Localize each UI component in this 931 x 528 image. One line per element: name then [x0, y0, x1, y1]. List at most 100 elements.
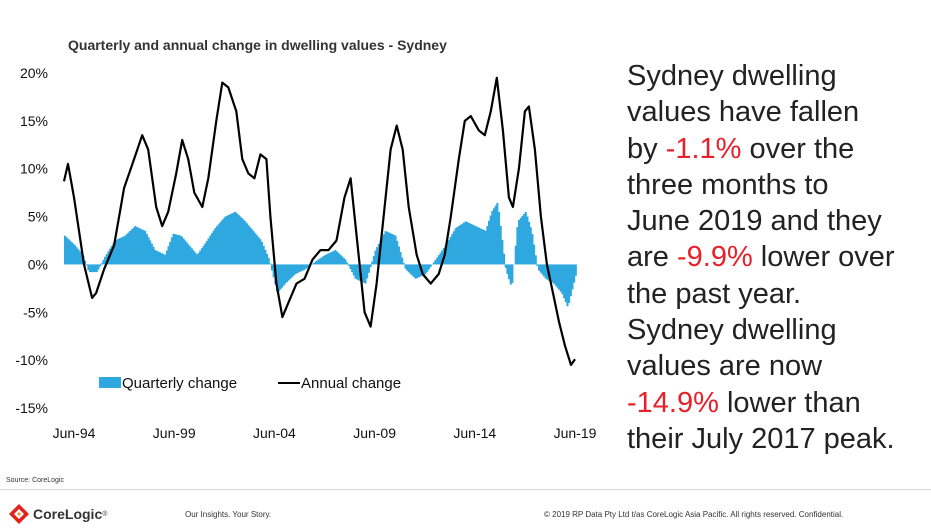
quarterly-bar [307, 264, 310, 267]
quarterly-bar [100, 263, 103, 265]
quarterly-bar [504, 264, 507, 268]
quarterly-bar [170, 237, 173, 265]
quarterly-bar [297, 264, 300, 273]
quarterly-bar [536, 264, 539, 266]
tagline: Our Insights. Your Story. [185, 510, 272, 519]
y-tick-label: 0% [28, 256, 48, 272]
quarterly-bar [462, 222, 466, 265]
quarterly-bar [210, 233, 213, 265]
quarterly-bar [533, 244, 536, 265]
quarterly-bar [150, 243, 153, 265]
commentary-text: Sydney dwelling values have fallen by -1… [627, 58, 927, 457]
quarterly-bar [321, 257, 324, 265]
quarterly-bar [391, 234, 394, 265]
quarterly-bar [240, 218, 244, 265]
quarterly-bar [566, 264, 569, 307]
quarterly-bar [192, 250, 195, 265]
quarterly-bar [194, 252, 197, 265]
commentary-line: three months to [627, 168, 829, 201]
commentary-line: -14.9% lower than [627, 385, 927, 421]
quarterly-bar [90, 264, 93, 273]
quarterly-bar [487, 220, 491, 265]
quarterly-bar [167, 246, 170, 265]
quarterly-bar [175, 234, 178, 265]
quarterly-bar [401, 257, 404, 265]
quarterly-bar [394, 235, 397, 265]
quarterly-bar [474, 226, 477, 265]
quarterly-bar [563, 264, 566, 299]
quarterly-bar [571, 264, 574, 290]
quarterly-bar [279, 264, 282, 290]
quarterly-bar [292, 264, 295, 276]
quarterly-bar [224, 216, 227, 265]
quarterly-bar [329, 252, 332, 265]
quarterly-bar [496, 203, 499, 265]
quarterly-bar [482, 230, 486, 265]
quarterly-bar [412, 264, 415, 278]
quarterly-bar [286, 264, 289, 283]
quarterly-bar [528, 221, 531, 265]
quarterly-bar [526, 216, 529, 265]
quarterly-bar [319, 258, 322, 265]
quarterly-bar [184, 240, 187, 265]
quarterly-bar [296, 264, 299, 274]
quarterly-bar [494, 205, 497, 265]
quarterly-bar [230, 213, 233, 265]
quarterly-bar [299, 264, 302, 272]
quarterly-bar [471, 224, 474, 265]
quarterly-bar [77, 249, 80, 265]
legend-label-quarterly: Quarterly change [122, 375, 237, 392]
quarterly-bar [459, 224, 462, 265]
quarterly-bar [384, 231, 387, 265]
quarterly-bar [486, 226, 489, 265]
quarterly-bar [212, 230, 215, 265]
quarterly-bar [120, 237, 123, 265]
quarterly-bar [262, 245, 265, 265]
quarterly-bar [227, 215, 230, 265]
quarterly-bar [411, 264, 414, 276]
quarterly-bar [245, 223, 249, 265]
quarterly-bar [519, 217, 522, 265]
quarterly-bar [322, 256, 325, 265]
quarterly-bar [477, 227, 481, 265]
quarterly-bar [134, 226, 137, 265]
quarterly-bar [199, 250, 202, 265]
quarterly-bar [367, 264, 370, 273]
quarterly-bar [493, 208, 496, 265]
quarterly-bar [220, 220, 223, 265]
quarterly-bar [404, 264, 407, 269]
quarterly-bar [387, 232, 390, 265]
y-tick-label: 5% [28, 209, 48, 225]
quarterly-bar [185, 242, 188, 265]
quarterly-bar [467, 222, 471, 265]
quarterly-bar [518, 219, 521, 265]
quarterly-bar [235, 213, 239, 265]
quarterly-bar [457, 225, 461, 265]
corelogic-logo: CoreLogic ® [8, 503, 107, 525]
quarterly-bar [242, 219, 245, 265]
quarterly-bar [142, 230, 145, 265]
quarterly-bar [312, 262, 315, 265]
quarterly-bar [362, 264, 365, 283]
x-tick-label: Jun-19 [554, 425, 597, 441]
quarterly-bar [239, 216, 242, 265]
quarterly-bar [469, 223, 472, 265]
quarterly-bar [543, 264, 546, 277]
quarterly-bar [302, 264, 305, 271]
quarterly-bar [553, 264, 556, 284]
quarterly-bar [341, 256, 344, 265]
quarterly-bar [347, 264, 350, 266]
quarterly-bar [291, 264, 294, 278]
quarterly-bar [573, 264, 576, 283]
quarterly-bar [406, 264, 409, 271]
quarterly-bar [374, 250, 377, 265]
quarterly-bar [424, 264, 427, 275]
quarterly-bar [306, 264, 309, 269]
quarterly-bar [432, 262, 435, 265]
quarterly-bar [180, 236, 183, 265]
y-tick-label: 10% [20, 161, 48, 177]
quarterly-bar [452, 231, 456, 265]
quarterly-bar [479, 228, 482, 265]
quarterly-bar [147, 237, 150, 265]
quarterly-bar [287, 264, 290, 281]
